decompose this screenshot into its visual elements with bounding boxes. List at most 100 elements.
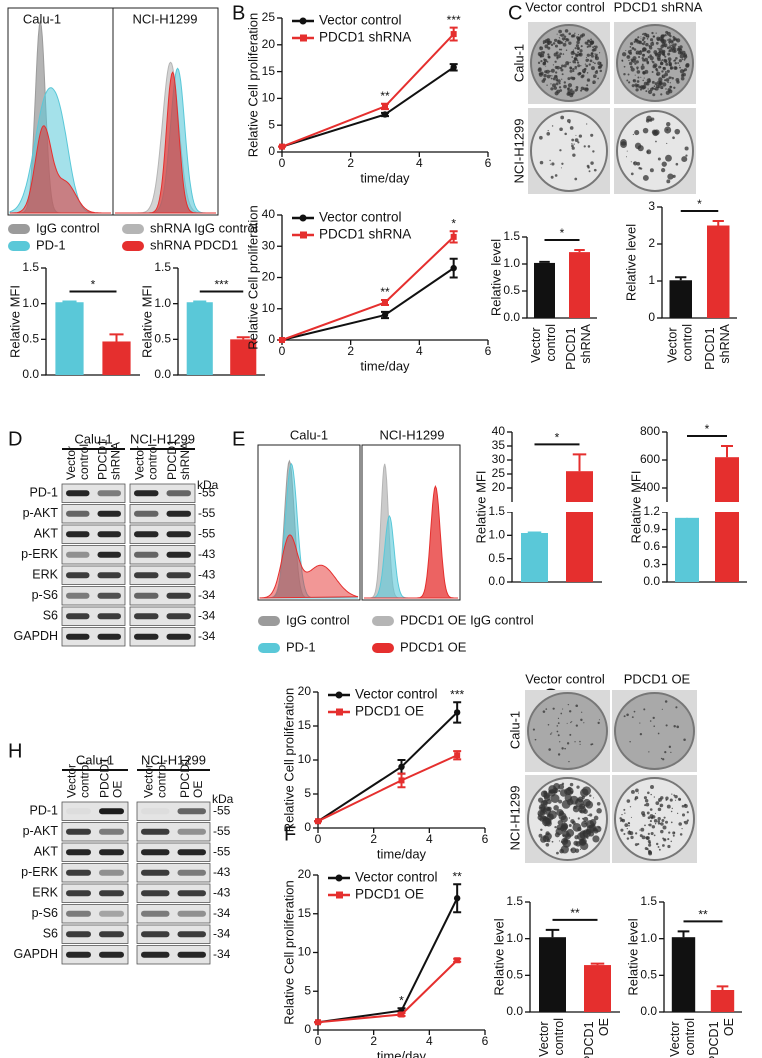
colony (651, 80, 655, 84)
colony (550, 68, 555, 73)
histogram-title: NCI-H1299 (379, 427, 444, 442)
colony (545, 708, 548, 710)
colony (556, 79, 558, 81)
colony (578, 838, 585, 846)
error-bar (539, 260, 550, 263)
colony (572, 822, 582, 832)
marker (382, 103, 388, 110)
column-label: Vector control (525, 0, 605, 14)
significance: ** (452, 869, 462, 883)
colony (572, 68, 575, 71)
significance: ** (698, 908, 708, 922)
band (134, 613, 159, 620)
line (281, 66, 455, 148)
colony (577, 51, 580, 54)
colony (571, 144, 574, 148)
colony (681, 58, 684, 61)
colony (579, 49, 583, 53)
colony (655, 41, 659, 45)
colony (681, 804, 685, 808)
colony (562, 42, 567, 47)
colony (551, 732, 553, 734)
colony (658, 848, 661, 851)
colony (564, 132, 567, 136)
row-label: NCI-H1299 (511, 118, 526, 183)
blot-strip (61, 801, 129, 821)
panel-label: F (284, 823, 296, 845)
colony (579, 848, 582, 850)
colony (568, 760, 570, 763)
colony (590, 66, 595, 71)
protein-label: S6 (43, 609, 58, 623)
histogram (115, 71, 216, 214)
significance: *** (450, 687, 464, 701)
band (166, 572, 191, 579)
colony (575, 704, 579, 708)
colony (546, 131, 551, 136)
colony (619, 817, 622, 820)
colony (562, 708, 564, 710)
marker (450, 264, 457, 272)
colony (664, 71, 667, 73)
colony (591, 54, 594, 58)
colony (649, 808, 653, 811)
colony (632, 58, 634, 60)
colony (636, 161, 641, 166)
blot-strip (129, 524, 196, 544)
colony (634, 62, 637, 65)
colony (620, 828, 624, 832)
error-bar (590, 962, 605, 966)
colony (641, 42, 644, 45)
colony (647, 89, 653, 95)
colony (588, 830, 595, 837)
lane-label: PDCD1 (178, 757, 192, 798)
y-tick-label: 3 (648, 199, 655, 213)
bar (539, 937, 566, 1012)
colony (552, 42, 556, 45)
legend-label: Vector control (319, 210, 402, 225)
colony (660, 829, 664, 834)
x-axis-label: time/day (360, 170, 410, 185)
colony (657, 807, 662, 812)
colony (666, 179, 671, 184)
colony (558, 789, 561, 793)
colony (665, 78, 670, 82)
colony (630, 67, 635, 72)
band (66, 572, 90, 579)
colony (661, 844, 665, 847)
lane-label: Vector (64, 446, 78, 480)
colony (665, 799, 668, 801)
colony (664, 34, 667, 37)
colony (632, 79, 637, 83)
colony (650, 42, 655, 46)
colony (550, 87, 554, 91)
marker (398, 763, 405, 770)
band (66, 890, 91, 897)
colony (627, 55, 629, 58)
colony (561, 162, 564, 165)
colony (647, 88, 649, 90)
colony (581, 74, 585, 78)
colony (655, 140, 657, 143)
blot-strip (61, 924, 129, 944)
x-tick-label: 6 (482, 832, 489, 846)
error-bar (62, 300, 77, 303)
kda-marker: -34 (213, 947, 231, 961)
colony (642, 71, 646, 75)
x-tick-label: 0 (315, 832, 322, 846)
colony (630, 816, 632, 818)
x-tick-label: 6 (482, 1034, 489, 1048)
colony (576, 785, 580, 789)
colony (593, 74, 597, 79)
colony (574, 57, 578, 61)
band (66, 633, 90, 640)
colony (566, 722, 568, 724)
colony (564, 833, 572, 840)
colony (548, 790, 552, 794)
x-tick-label: 2 (347, 344, 354, 358)
colony (671, 40, 674, 43)
colony (626, 150, 628, 152)
colony (660, 93, 663, 96)
colony (623, 808, 626, 811)
colony (636, 80, 640, 83)
